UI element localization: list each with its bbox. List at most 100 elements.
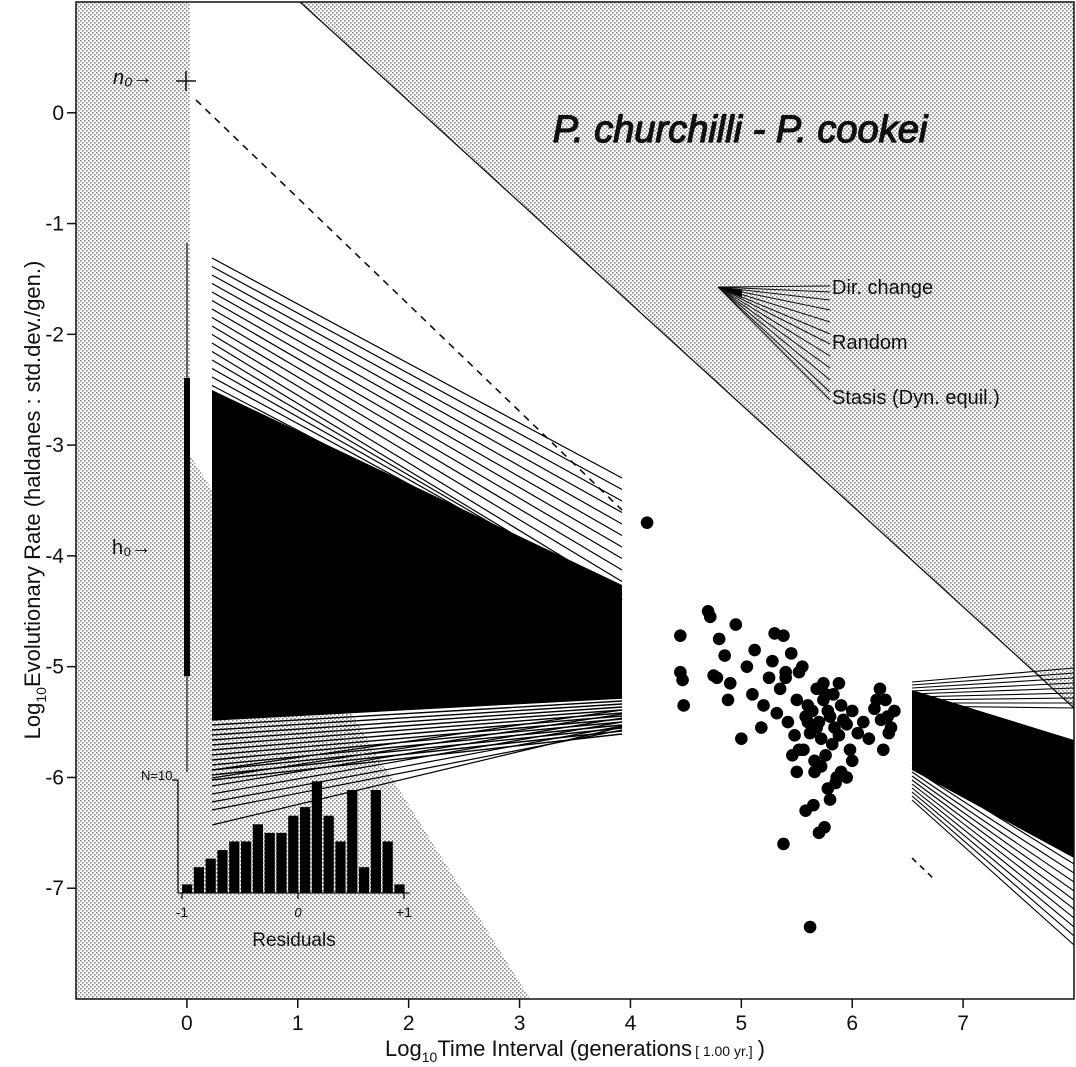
- model-fan-left: [211, 257, 623, 826]
- legend-fan-line: [717, 286, 831, 357]
- fan-line: [211, 726, 623, 826]
- x-tick-label: 3: [514, 1012, 526, 1035]
- x-tick-label: 1: [292, 1012, 304, 1035]
- hist-bar: [347, 789, 358, 893]
- hist-bar: [300, 807, 311, 893]
- data-point: [792, 665, 806, 679]
- hist-bar: [276, 832, 287, 893]
- fan-line: [211, 299, 623, 537]
- data-point: [790, 765, 804, 779]
- fan-line: [911, 767, 1074, 874]
- hist-bar: [241, 841, 252, 893]
- upper-boundary-line: [299, 2, 1074, 709]
- histogram-labels: N=10 -1 0 +1 Residuals: [141, 768, 412, 951]
- data-point: [676, 673, 689, 687]
- y-tick-label: -6: [45, 766, 64, 789]
- legend-stasis: Stasis (Dyn. equil.): [832, 387, 1000, 409]
- data-point: [821, 782, 835, 795]
- hist-bar: [394, 884, 405, 893]
- fan-line: [211, 384, 623, 601]
- data-point: [832, 676, 846, 690]
- x-axis-title-close: ): [758, 1036, 765, 1061]
- x-tick-label: 0: [181, 1012, 193, 1035]
- fan-line: [911, 692, 1074, 698]
- hist-bar: [335, 841, 346, 893]
- data-point: [807, 798, 820, 812]
- hist-bar: [193, 867, 204, 893]
- hist-bar: [229, 841, 240, 893]
- legend-fan-line: [717, 286, 831, 369]
- data-point: [729, 618, 743, 631]
- fan-line: [911, 697, 1074, 701]
- data-point: [825, 737, 839, 751]
- hist-n-label: N=10: [141, 768, 172, 783]
- data-point: [677, 699, 690, 712]
- data-point: [870, 693, 883, 707]
- data-point: [862, 732, 876, 745]
- fan-line: [211, 713, 623, 779]
- x-tick-label: 4: [625, 1012, 637, 1035]
- data-point: [801, 715, 815, 729]
- data-point: [786, 748, 799, 762]
- hist-bar: [264, 832, 275, 893]
- x-tick-label: 2: [403, 1012, 415, 1035]
- data-point: [845, 704, 859, 718]
- data-point: [779, 671, 792, 685]
- x-tick-label: 6: [846, 1012, 858, 1035]
- fan-line: [211, 325, 623, 571]
- legend-fan-line: [717, 286, 831, 301]
- data-point: [843, 743, 857, 757]
- data-point: [740, 660, 754, 673]
- y-tick-label: -2: [45, 323, 64, 346]
- fan-line: [211, 308, 623, 548]
- h0-range-bar: [184, 243, 190, 772]
- fan-line: [911, 779, 1074, 901]
- data-point: [781, 715, 795, 729]
- hist-bar: [205, 858, 216, 893]
- fan-line: [211, 291, 623, 525]
- plot-frame: [75, 1, 1075, 1000]
- data-point: [773, 682, 787, 696]
- fan-line: [211, 282, 623, 514]
- hist-bar: [311, 781, 322, 893]
- fan-line: [211, 333, 623, 583]
- model-fan-right: [911, 667, 1074, 946]
- fan-line: [211, 721, 623, 795]
- data-point: [784, 647, 798, 660]
- data-point: [770, 706, 784, 720]
- fan-line: [211, 393, 623, 601]
- legend-labels: Dir. change Random Stasis (Dyn. equil.): [832, 277, 1000, 409]
- fan-line: [211, 725, 623, 803]
- x-axis-title-unit: [ 1.00 yr.]: [695, 1043, 753, 1059]
- legend-random: Random: [832, 332, 908, 354]
- data-point: [766, 654, 779, 668]
- y-tick-label: -3: [45, 434, 64, 457]
- y-axis-title-main: Evolutionary Rate (haldanes : std.dev./g…: [20, 261, 45, 687]
- y-tick-label: 0: [52, 102, 64, 125]
- legend-fan-line: [717, 286, 831, 401]
- data-point: [817, 676, 830, 690]
- x-tick-label: 5: [735, 1012, 747, 1035]
- data-points: [640, 516, 901, 934]
- fan-line: [211, 376, 623, 601]
- data-point: [777, 629, 790, 642]
- data-point: [851, 726, 865, 740]
- data-point: [754, 721, 768, 734]
- hist-bar: [323, 815, 334, 893]
- data-point: [879, 693, 892, 707]
- fan-line: [911, 667, 1074, 683]
- data-point: [840, 717, 853, 731]
- y-axis-title-sub: 10: [33, 687, 49, 703]
- data-point: [888, 704, 901, 718]
- data-point: [845, 754, 859, 768]
- hist-bar: [288, 815, 299, 893]
- hist-xlabel: Residuals: [252, 930, 335, 951]
- hist-bar: [370, 789, 381, 893]
- legend-fan-line: [717, 286, 831, 393]
- fan-left-core: [212, 390, 622, 720]
- fan-line: [911, 799, 1074, 946]
- fan-line: [211, 706, 623, 736]
- data-point: [834, 699, 848, 712]
- legend-fan: [717, 285, 831, 401]
- x-axis-title-sub: 10: [422, 1049, 438, 1065]
